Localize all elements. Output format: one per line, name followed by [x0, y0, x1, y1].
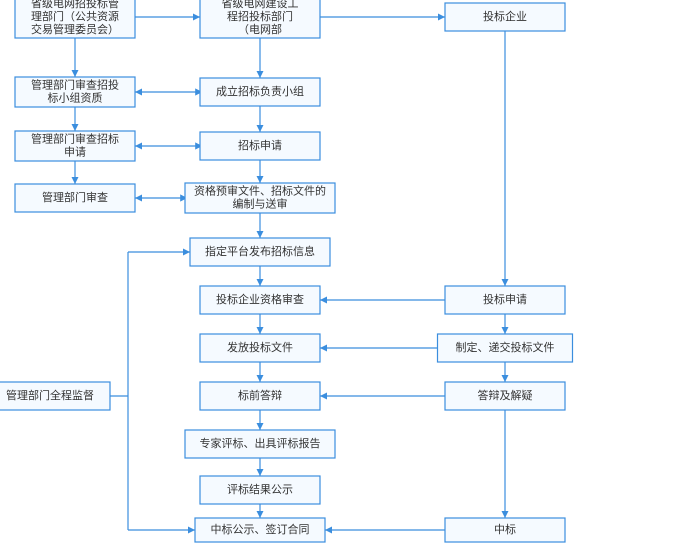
- flow-node-label: 理部门（公共资源: [31, 9, 119, 23]
- flow-node-label: 专家评标、出具评标报告: [200, 436, 321, 450]
- flow-node-label: 省级电网建设工: [222, 0, 299, 10]
- flow-node-label: 中标公示、签订合同: [211, 522, 310, 536]
- flow-node-K3: 中标: [445, 518, 565, 542]
- flow-node-H3: 答辩及解疑: [445, 382, 565, 410]
- flowchart-canvas: 省级电网招投标管理部门（公共资源交易管理委员会） 省级电网建设工程招投标部门（电网…: [0, 0, 700, 556]
- flow-node-label: 中标: [494, 522, 516, 536]
- flow-node-label: 程招投标部门: [227, 9, 293, 23]
- flow-node-label: 管理部门全程监督: [6, 388, 94, 402]
- flow-node-label: 编制与送审: [233, 196, 288, 210]
- flow-node-A2: 省级电网建设工程招投标部门（电网部: [200, 0, 320, 38]
- flow-node-G3: 制定、递交投标文件: [438, 334, 573, 362]
- flow-node-label: 申请: [64, 145, 86, 158]
- flow-node-label: 管理部门审查招标: [31, 131, 119, 145]
- flow-node-D1: 管理部门审查: [15, 184, 135, 212]
- flow-node-C1: 管理部门审查招标申请: [15, 131, 135, 161]
- flow-node-F3: 投标申请: [445, 286, 565, 314]
- flow-node-label: 成立招标负责小组: [216, 84, 304, 98]
- flow-node-G2: 发放投标文件: [200, 334, 320, 362]
- flow-node-label: 投标企业资格审查: [216, 292, 304, 306]
- flow-node-label: 投标企业: [483, 9, 527, 23]
- flow-node-D2: 资格预审文件、招标文件的编制与送审: [185, 183, 335, 213]
- flow-node-H1: 管理部门全程监督: [0, 382, 110, 410]
- flow-node-H2: 标前答辩: [200, 382, 320, 410]
- flow-node-label: 制定、递交投标文件: [456, 340, 555, 354]
- flow-node-label: 交易管理委员会）: [31, 22, 119, 36]
- flow-node-label: 指定平台发布招标信息: [205, 244, 315, 258]
- flow-node-A3: 投标企业: [445, 3, 565, 31]
- flow-node-I2: 专家评标、出具评标报告: [185, 430, 335, 458]
- flow-node-label: 管理部门审查招投: [31, 77, 119, 91]
- flow-node-E2: 指定平台发布招标信息: [190, 238, 330, 266]
- flow-node-label: （电网部: [238, 22, 282, 36]
- flow-node-label: 省级电网招投标管: [31, 0, 119, 10]
- flow-node-label: 答辩及解疑: [478, 388, 533, 402]
- flow-node-label: 评标结果公示: [227, 482, 293, 496]
- flow-node-label: 标小组资质: [48, 90, 103, 104]
- flow-node-B2: 成立招标负责小组: [200, 78, 320, 106]
- flow-node-B1: 管理部门审查招投标小组资质: [15, 77, 135, 107]
- flow-node-label: 管理部门审查: [42, 190, 108, 204]
- flow-node-F2: 投标企业资格审查: [200, 286, 320, 314]
- flow-node-label: 投标申请: [483, 292, 527, 306]
- flow-node-C2: 招标申请: [200, 132, 320, 160]
- flow-node-label: 招标申请: [238, 138, 282, 152]
- flow-node-A1: 省级电网招投标管理部门（公共资源交易管理委员会）: [15, 0, 135, 38]
- flow-node-label: 发放投标文件: [227, 340, 293, 354]
- flow-node-J2: 评标结果公示: [200, 476, 320, 504]
- flow-node-label: 标前答辩: [238, 388, 282, 402]
- flow-node-K2: 中标公示、签订合同: [195, 518, 325, 542]
- flow-node-label: 资格预审文件、招标文件的: [194, 183, 326, 197]
